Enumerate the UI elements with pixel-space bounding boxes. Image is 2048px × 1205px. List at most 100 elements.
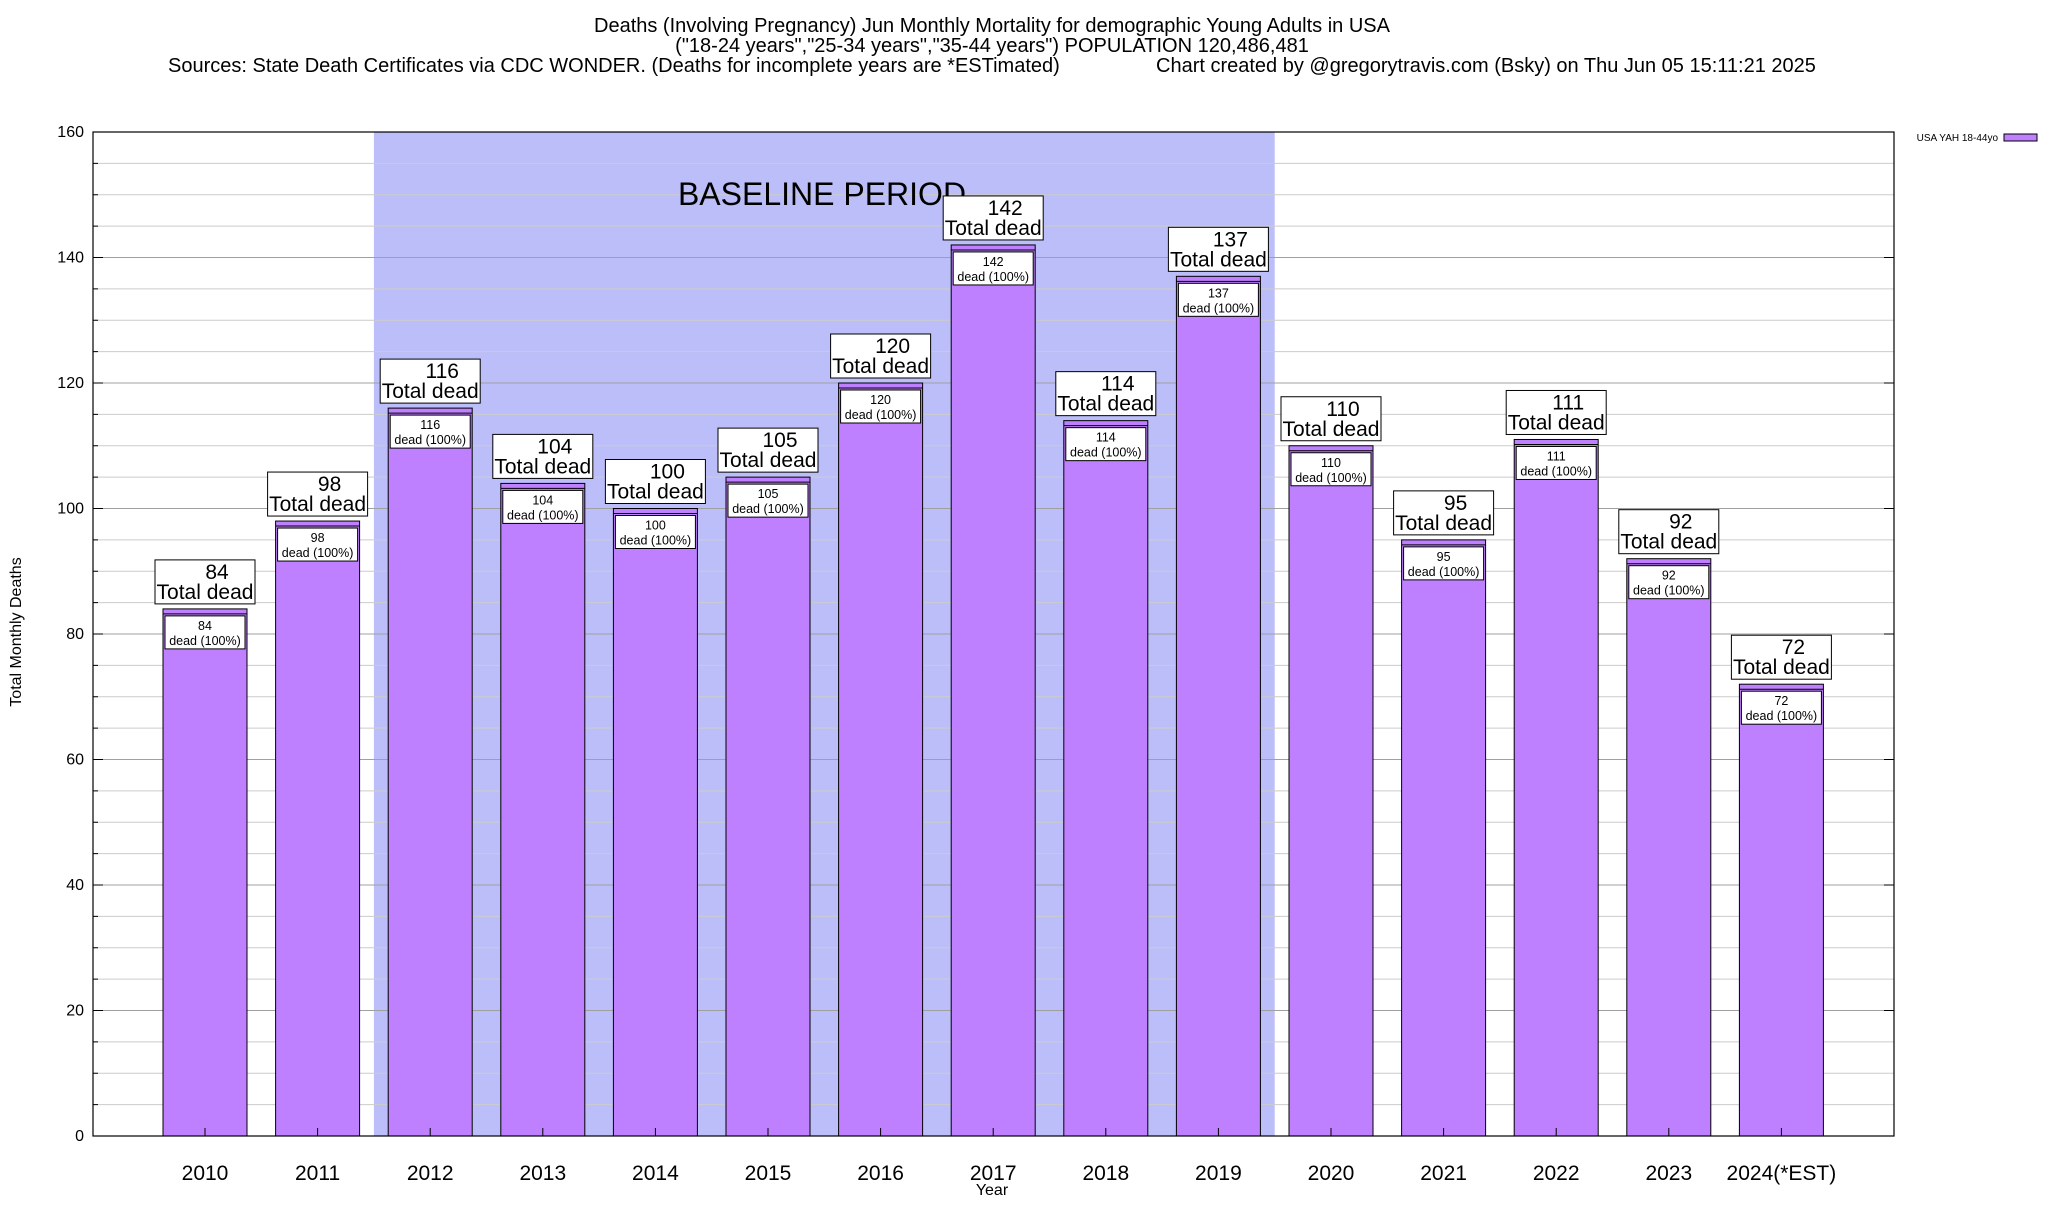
total-dead-label: Total dead: [1733, 656, 1830, 679]
total-dead-label: Total dead: [945, 217, 1042, 240]
inner-value-label: 100: [645, 519, 666, 533]
inner-value-label: 111: [1547, 449, 1566, 463]
inner-label-box: [1515, 445, 1597, 480]
total-label-box: [1730, 634, 1832, 680]
total-value-label: 142: [988, 197, 1023, 220]
bar: [1063, 420, 1149, 1137]
total-value-label: 105: [762, 429, 797, 452]
x-tick-label: 2022: [1533, 1162, 1580, 1185]
inner-value-label: 120: [870, 393, 891, 407]
total-label-box: [604, 459, 706, 504]
y-tick-label: 60: [66, 752, 84, 769]
x-tick-label: 2014: [632, 1162, 679, 1185]
inner-value-label: 105: [758, 487, 779, 501]
total-label-box: [492, 433, 594, 479]
total-dead-label: Total dead: [1508, 411, 1605, 434]
total-value-label: 120: [875, 335, 910, 358]
y-tick-label: 0: [75, 1128, 84, 1145]
x-tick-label: 2024(*EST): [1727, 1162, 1837, 1185]
total-label-box: [1505, 389, 1607, 435]
x-tick-label: 2017: [970, 1162, 1017, 1185]
total-label-box: [717, 427, 819, 473]
inner-value-label: 137: [1208, 286, 1229, 300]
inner-percent-label: dead (100%): [1633, 584, 1705, 598]
inner-percent-label: dead (100%): [620, 534, 692, 548]
total-dead-label: Total dead: [494, 455, 591, 478]
bar: [950, 244, 1036, 1137]
chart-credit: Chart created by @gregorytravis.com (Bsk…: [1156, 55, 1816, 77]
y-axis-label: Total Monthly Deaths: [8, 557, 25, 706]
plot-frame: [92, 131, 1895, 1137]
y-tick-label: 20: [66, 1003, 84, 1020]
x-tick-label: 2012: [407, 1162, 454, 1185]
bar: [162, 608, 248, 1137]
inner-label-box: [1628, 565, 1710, 600]
legend-label: USA YAH 18-44yo: [1917, 133, 1999, 144]
y-tick-label: 120: [57, 375, 84, 392]
total-dead-label: Total dead: [1170, 248, 1267, 271]
inner-value-label: 104: [532, 493, 553, 507]
total-label-box: [379, 358, 481, 404]
total-value-label: 98: [318, 473, 341, 496]
inner-value-label: 92: [1662, 569, 1676, 583]
x-tick-label: 2011: [295, 1162, 340, 1185]
inner-percent-label: dead (100%): [1746, 709, 1818, 723]
x-tick-label: 2013: [519, 1162, 566, 1185]
bar: [1175, 275, 1261, 1137]
total-dead-label: Total dead: [1283, 418, 1380, 441]
inner-percent-label: dead (100%): [1408, 565, 1480, 579]
inner-label-box: [952, 251, 1034, 286]
bar: [387, 407, 473, 1137]
total-value-label: 110: [1326, 398, 1359, 421]
inner-value-label: 116: [420, 418, 440, 432]
bar: [1513, 438, 1599, 1137]
total-label-box: [1167, 226, 1269, 272]
inner-percent-label: dead (100%): [394, 433, 466, 447]
total-value-label: 100: [650, 461, 685, 484]
inner-percent-label: dead (100%): [507, 508, 579, 522]
inner-percent-label: dead (100%): [1183, 301, 1255, 315]
legend: USA YAH 18-44yo: [1917, 133, 2038, 144]
inner-percent-label: dead (100%): [282, 546, 354, 560]
inner-percent-label: dead (100%): [1295, 471, 1367, 485]
bar: [1401, 539, 1487, 1137]
inner-value-label: 84: [198, 619, 212, 633]
inner-label-box: [164, 615, 246, 650]
total-value-label: 84: [205, 561, 229, 584]
total-value-label: 104: [537, 435, 572, 458]
chart-title-line-1: Deaths (Involving Pregnancy) Jun Monthly…: [594, 15, 1391, 37]
baseline-label: BASELINE PERIOD: [678, 176, 966, 212]
x-tick-label: 2015: [745, 1162, 792, 1185]
x-tick-label: 2019: [1195, 1162, 1242, 1185]
bar: [1288, 445, 1374, 1137]
inner-value-label: 114: [1096, 431, 1116, 445]
x-axis-label: Year: [976, 1182, 1009, 1199]
total-label-box: [267, 471, 369, 517]
inner-value-label: 142: [983, 255, 1004, 269]
inner-percent-label: dead (100%): [1070, 446, 1142, 460]
inner-percent-label: dead (100%): [845, 408, 917, 422]
total-label-box: [154, 559, 256, 605]
inner-percent-label: dead (100%): [1520, 464, 1592, 478]
x-tick-label: 2016: [857, 1162, 904, 1185]
total-value-label: 116: [425, 360, 458, 383]
inner-label-box: [727, 483, 809, 518]
total-dead-label: Total dead: [1395, 512, 1492, 535]
bar: [275, 520, 361, 1137]
bar: [838, 382, 924, 1137]
total-dead-label: Total dead: [832, 355, 929, 378]
y-tick-label: 80: [66, 626, 84, 643]
inner-percent-label: dead (100%): [957, 270, 1029, 284]
inner-label-box: [1740, 690, 1822, 725]
inner-label-box: [1065, 427, 1147, 462]
inner-percent-label: dead (100%): [169, 634, 241, 648]
inner-label-box: [614, 515, 696, 549]
total-label-box: [830, 333, 932, 379]
inner-label-box: [1403, 546, 1485, 581]
bar: [1626, 558, 1712, 1137]
y-tick-label: 160: [57, 124, 84, 141]
x-tick-label: 2018: [1082, 1162, 1129, 1185]
x-tick-label: 2023: [1645, 1162, 1692, 1185]
